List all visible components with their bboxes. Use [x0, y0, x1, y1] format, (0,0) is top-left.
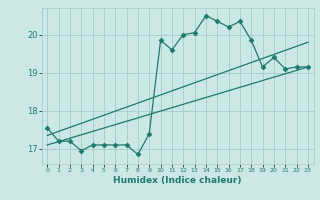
- X-axis label: Humidex (Indice chaleur): Humidex (Indice chaleur): [113, 176, 242, 185]
